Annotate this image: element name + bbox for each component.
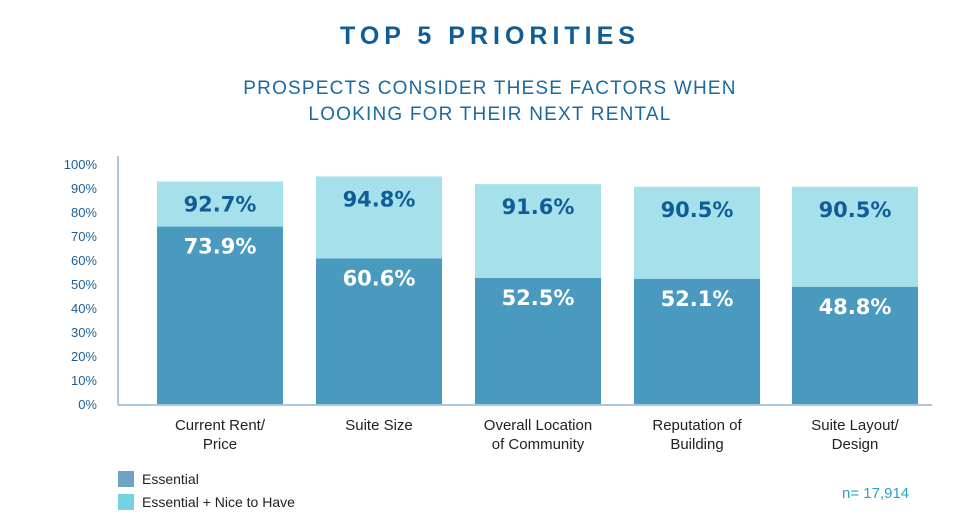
y-tick-label: 40% [71, 301, 97, 316]
sample-size-note: n= 17,914 [842, 485, 910, 502]
bar-essential [316, 258, 442, 404]
legend-label: Essential + Nice to Have [142, 494, 295, 510]
chart-title: TOP 5 PRIORITIES [340, 22, 640, 50]
y-tick-label: 30% [71, 325, 97, 340]
legend-label: Essential [142, 471, 199, 487]
y-tick-label: 80% [71, 205, 97, 220]
legend-item-essential: Essential [118, 471, 199, 487]
x-tick-label: Current Rent/ [175, 417, 266, 434]
data-label-essential-nice: 92.7% [184, 193, 257, 217]
y-tick-label: 100% [64, 157, 98, 172]
data-label-essential: 52.1% [661, 287, 734, 311]
x-tick-label: Price [203, 436, 237, 453]
data-label-essential: 73.9% [184, 235, 257, 259]
data-label-essential-nice: 90.5% [661, 198, 734, 222]
data-label-essential: 52.5% [502, 286, 575, 310]
legend-swatch-essential [118, 471, 134, 487]
bar-essential [634, 278, 760, 404]
data-label-essential: 48.8% [819, 295, 892, 319]
bar-essential [475, 278, 601, 404]
y-tick-label: 70% [71, 229, 97, 244]
x-tick-label: Building [670, 436, 723, 453]
x-tick-label: Overall Location [484, 417, 592, 434]
y-tick-label: 20% [71, 349, 97, 364]
data-label-essential-nice: 91.6% [502, 195, 575, 219]
data-label-essential-nice: 90.5% [819, 198, 892, 222]
x-tick-label: Suite Size [345, 417, 413, 434]
bar-essential [792, 286, 918, 404]
chart-subtitle-line-2: LOOKING FOR THEIR NEXT RENTAL [308, 104, 672, 125]
legend-swatch-essential-nice [118, 494, 134, 510]
y-tick-label: 0% [78, 397, 97, 412]
y-tick-label: 90% [71, 181, 97, 196]
y-tick-label: 10% [71, 373, 97, 388]
x-tick-label: of Community [492, 436, 585, 453]
legend-item-essential-nice: Essential + Nice to Have [118, 494, 295, 510]
x-tick-label: Reputation of [652, 417, 742, 434]
x-tick-label: Design [832, 436, 879, 453]
x-tick-label: Suite Layout/ [811, 417, 899, 434]
chart-subtitle-line-1: PROSPECTS CONSIDER THESE FACTORS WHEN [243, 78, 737, 99]
data-label-essential-nice: 94.8% [343, 187, 416, 211]
y-tick-label: 50% [71, 277, 97, 292]
bar-essential [157, 226, 283, 404]
data-label-essential: 60.6% [343, 267, 416, 291]
y-tick-label: 60% [71, 253, 97, 268]
